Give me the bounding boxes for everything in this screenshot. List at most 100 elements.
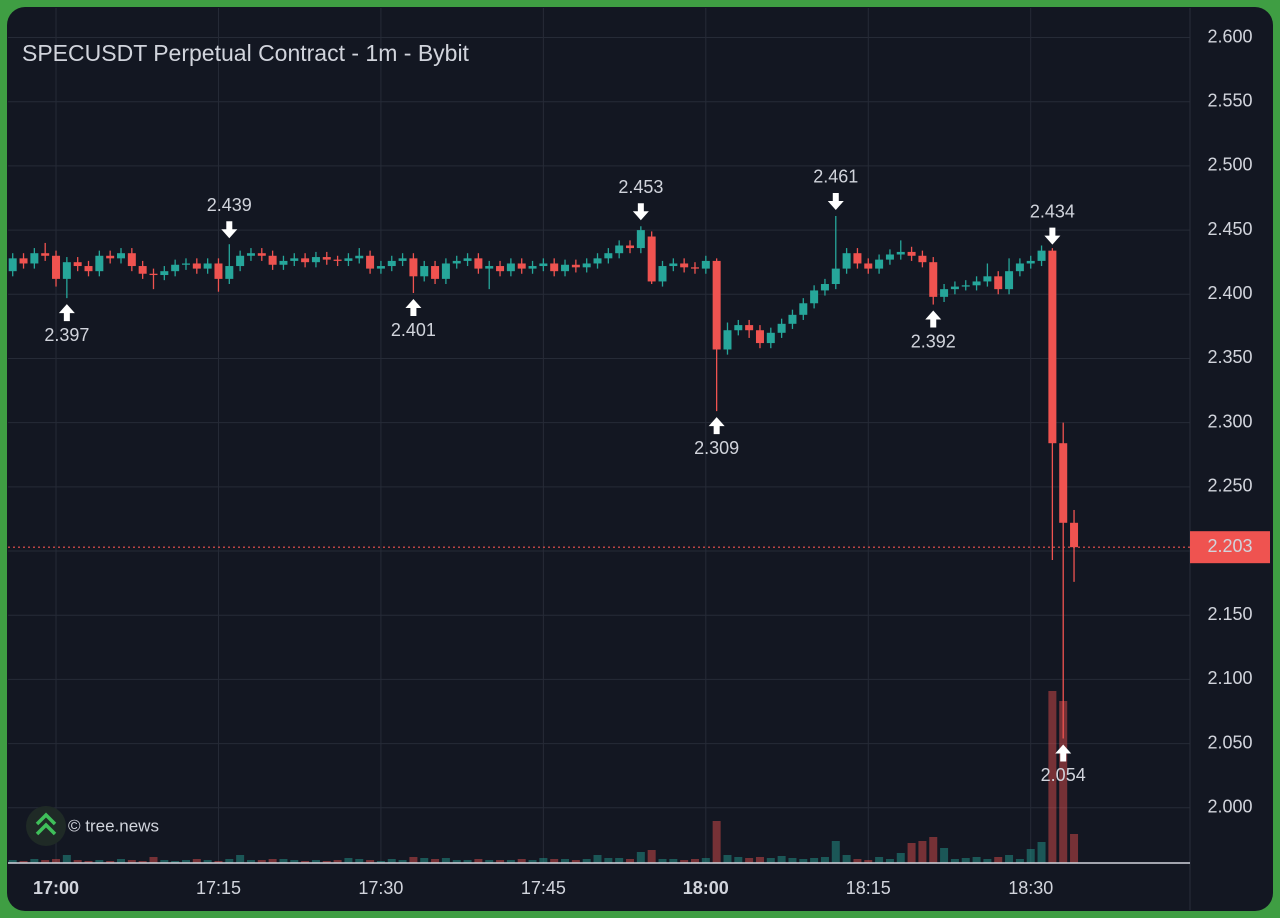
volume-bar xyxy=(658,859,667,863)
candle-body xyxy=(19,258,28,264)
volume-bar xyxy=(117,859,125,863)
chart-title: SPECUSDT Perpetual Contract - 1m - Bybit xyxy=(22,40,470,66)
candle-body xyxy=(420,266,429,277)
volume-bar xyxy=(950,859,959,863)
candle-body xyxy=(376,266,385,269)
candle-body xyxy=(41,253,50,256)
candle-body xyxy=(463,258,472,261)
y-tick-label: 2.300 xyxy=(1207,411,1252,431)
volume-bar xyxy=(106,861,115,863)
candle-body xyxy=(734,325,743,331)
volume-bar xyxy=(615,858,624,863)
x-tick-label: 17:45 xyxy=(521,878,566,898)
y-tick-label: 2.350 xyxy=(1207,347,1252,367)
candle-body xyxy=(1048,250,1057,444)
volume-bar xyxy=(398,860,407,863)
candle-body xyxy=(84,266,93,272)
volume-bar xyxy=(62,855,71,863)
candle-body xyxy=(1070,522,1079,548)
volume-bar xyxy=(593,855,602,863)
volume-bar xyxy=(701,858,710,863)
candle-body xyxy=(680,263,689,268)
volume-bar xyxy=(474,859,483,863)
extreme-label: 2.054 xyxy=(1041,765,1086,785)
candle-body xyxy=(918,255,927,263)
candle-body xyxy=(333,259,342,261)
volume-bar xyxy=(171,861,180,863)
volume-bar xyxy=(1070,834,1079,863)
volume-bar xyxy=(41,860,50,863)
volume-bar xyxy=(896,853,905,863)
candle-body xyxy=(409,258,418,277)
extreme-arrow xyxy=(632,203,649,221)
volume-bar xyxy=(561,859,570,863)
extreme-label: 2.397 xyxy=(44,325,89,345)
volume-bar xyxy=(1005,855,1014,863)
x-tick-label: 17:00 xyxy=(33,878,79,898)
volume-bar xyxy=(680,860,689,863)
candle-body xyxy=(842,253,851,269)
y-tick-label: 2.550 xyxy=(1207,90,1252,110)
volume-bar xyxy=(376,861,385,863)
candle-body xyxy=(615,245,624,254)
candle-body xyxy=(896,251,905,255)
candle-body xyxy=(1059,443,1068,523)
volume-bar xyxy=(203,860,212,863)
last-price-label: 2.203 xyxy=(1207,536,1252,556)
candle-body xyxy=(820,284,829,291)
volume-bar xyxy=(604,858,613,863)
volume-bar xyxy=(875,857,884,863)
candle-body xyxy=(777,323,786,333)
y-tick-label: 2.400 xyxy=(1207,283,1252,303)
extreme-arrow xyxy=(405,299,422,316)
candle-body xyxy=(950,286,959,290)
volume-bar xyxy=(918,841,927,863)
candle-body xyxy=(929,262,938,297)
candle-body xyxy=(571,264,580,268)
volume-bar xyxy=(745,858,754,863)
volume-bar xyxy=(972,857,981,863)
candle-body xyxy=(398,258,407,261)
candle-body xyxy=(366,255,375,269)
candle-body xyxy=(214,263,223,279)
volume-bar xyxy=(225,859,234,863)
volume-bar xyxy=(333,860,342,863)
y-tick-label: 2.500 xyxy=(1207,155,1252,175)
candle-body xyxy=(636,230,645,249)
candle-body xyxy=(626,245,635,249)
volume-bar xyxy=(246,860,255,863)
candle-body xyxy=(311,257,320,263)
volume-bar xyxy=(994,857,1003,863)
volume-bar xyxy=(257,860,266,863)
volume-bar xyxy=(929,837,938,863)
candle-body xyxy=(279,260,288,265)
extreme-label: 2.439 xyxy=(207,195,252,215)
candle-body xyxy=(528,266,537,269)
extreme-arrow xyxy=(827,192,844,210)
volume-bar xyxy=(766,858,775,863)
extreme-arrow xyxy=(221,221,238,239)
candle-body xyxy=(474,258,483,269)
volume-bar xyxy=(1026,849,1035,863)
volume-bar xyxy=(788,858,797,863)
candle-body xyxy=(875,259,884,269)
volume-bar xyxy=(539,858,548,863)
candle-body xyxy=(290,258,299,261)
candle-body xyxy=(690,267,699,269)
volume-bar xyxy=(290,860,299,863)
volume-bar xyxy=(1037,842,1046,863)
extreme-label: 2.461 xyxy=(813,167,858,187)
candle-body xyxy=(441,263,450,279)
candle-body xyxy=(236,255,245,267)
volume-bar xyxy=(452,860,461,863)
x-tick-label: 18:00 xyxy=(683,878,729,898)
volume-bar xyxy=(1015,859,1024,863)
candle-body xyxy=(864,263,873,269)
volume-bar xyxy=(485,860,494,863)
candle-body xyxy=(225,266,234,279)
extreme-arrow xyxy=(58,304,75,322)
candle-body xyxy=(1026,260,1035,264)
volume-bar xyxy=(626,859,635,863)
volume-bar xyxy=(582,859,591,863)
